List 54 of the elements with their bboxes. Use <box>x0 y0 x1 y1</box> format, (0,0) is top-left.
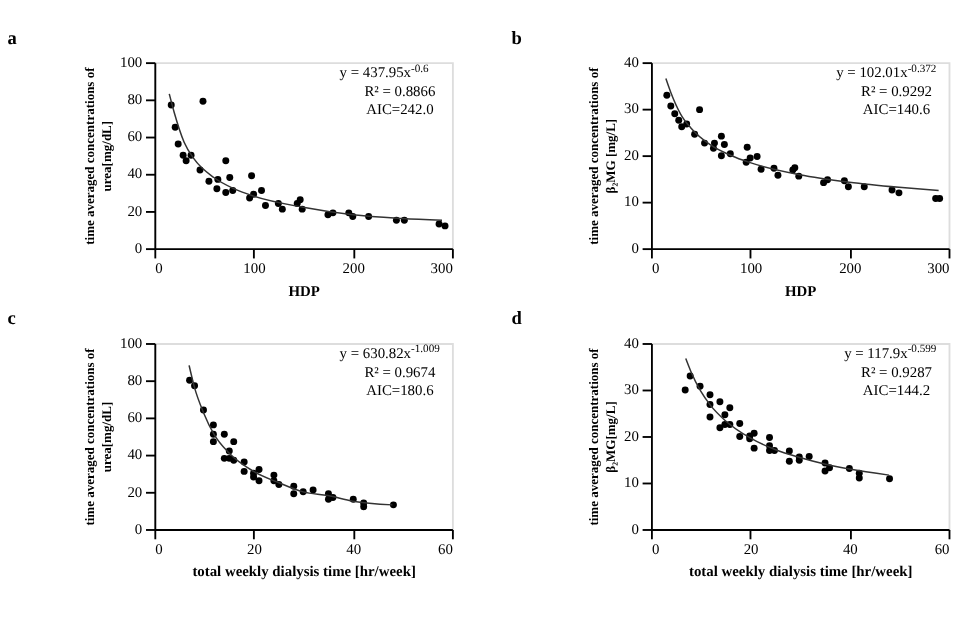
y-tick-label: 0 <box>134 238 143 257</box>
y-tick-label: 80 <box>127 90 143 109</box>
x-tick-label: 200 <box>342 259 366 278</box>
y-tick-label: 40 <box>127 164 143 183</box>
y-tick-label: 10 <box>624 473 640 492</box>
annotation: R² = 0.8866 <box>364 81 436 100</box>
x-tick-label: 300 <box>927 259 951 278</box>
chart-title: a <box>7 29 18 50</box>
x-tick-label: 100 <box>739 259 763 278</box>
chart-title: b <box>511 29 522 50</box>
y-tick-label: 40 <box>127 445 143 464</box>
chart-title: c <box>7 310 16 331</box>
y-tick-label: 20 <box>127 482 143 501</box>
y-tick-label: 0 <box>134 519 143 538</box>
y-tick-label: 40 <box>624 52 640 71</box>
y-tick-label: 80 <box>127 370 143 389</box>
x-tick-label: 60 <box>934 540 951 559</box>
x-axis-title: HDP <box>288 281 321 300</box>
annotation: R² = 0.9292 <box>861 81 933 100</box>
chart-title: d <box>511 310 524 331</box>
x-tick-label: 20 <box>247 540 263 559</box>
x-tick-label: 40 <box>346 540 362 559</box>
y-tick-label: 20 <box>624 145 640 164</box>
y-tick-label: 20 <box>127 201 143 220</box>
y-tick-label: 0 <box>631 519 640 538</box>
y-tick-label: 0 <box>631 238 640 257</box>
y-tick-label: 100 <box>120 333 143 352</box>
annotation: R² = 0.9287 <box>861 362 933 381</box>
x-tick-label: 40 <box>842 540 859 559</box>
annotation: AIC=242.0 <box>366 100 435 119</box>
x-tick-label: 20 <box>743 540 760 559</box>
y-tick-label: 60 <box>127 127 143 146</box>
y-tick-label: 30 <box>624 380 640 399</box>
annotation: AIC=140.6 <box>862 100 931 119</box>
x-tick-label: 60 <box>438 540 454 559</box>
x-tick-label: 100 <box>243 259 267 278</box>
y-tick-label: 10 <box>624 192 640 211</box>
y-tick-label: 100 <box>120 52 143 71</box>
x-tick-label: 0 <box>155 259 164 278</box>
x-tick-label: 200 <box>839 259 862 278</box>
y-tick-label: 40 <box>624 333 640 352</box>
annotation: R² = 0.9674 <box>364 362 436 381</box>
x-tick-label: 300 <box>430 259 454 278</box>
y-tick-label: 30 <box>624 99 640 118</box>
y-tick-label: 60 <box>127 408 143 427</box>
annotation: AIC=144.2 <box>862 381 931 400</box>
annotation: AIC=180.6 <box>366 381 435 400</box>
x-tick-label: 0 <box>651 259 660 278</box>
x-axis-title: total weekly dialysis time [hr/week] <box>688 562 913 581</box>
x-tick-label: 0 <box>155 540 164 559</box>
y-tick-label: 20 <box>624 426 640 445</box>
x-axis-title: HDP <box>785 281 818 300</box>
x-tick-label: 0 <box>651 540 660 559</box>
x-axis-title: total weekly dialysis time [hr/week] <box>192 562 416 581</box>
